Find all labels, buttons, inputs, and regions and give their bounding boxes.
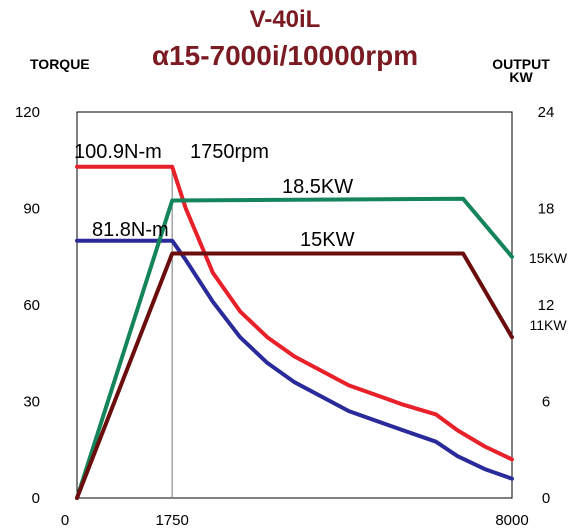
annotation-label: 15KW [300, 229, 355, 251]
y-tick-right: 12 [538, 297, 555, 314]
x-tick-label: 8000 [495, 512, 528, 529]
y-tick-right: 0 [542, 490, 550, 507]
series-line-red [75, 164, 514, 462]
y-tick-left: 0 [32, 490, 40, 507]
y-axis-right-label: OUTPUT KW [490, 56, 552, 85]
annotation-label: 1750rpm [190, 141, 269, 163]
y-tick-left: 60 [23, 297, 40, 314]
series-line-blue [75, 238, 514, 481]
y-tick-right: 18 [538, 201, 555, 218]
y-tick-left: 30 [23, 394, 40, 411]
plot-frame [76, 111, 513, 499]
y-axis-right-label-line1: OUTPUT [492, 56, 550, 72]
series-line-green [75, 196, 514, 500]
chart-title: V-40iL [249, 6, 321, 33]
chart-subtitle: α15-7000i/10000rpm [151, 40, 419, 71]
y-axis-right-label-line2: KW [509, 69, 533, 85]
x-tick-label: 0 [61, 512, 69, 529]
y-tick-left: 90 [23, 201, 40, 218]
series-line-darkred [75, 251, 514, 500]
right-power-label: 15KW [529, 250, 568, 266]
annotation-label: 81.8N-m [92, 219, 169, 241]
y-tick-right: 24 [538, 104, 555, 121]
annotation-label: 100.9N-m [74, 141, 162, 163]
y-axis-left-label: TORQUE [30, 56, 90, 72]
y-tick-right: 6 [542, 394, 550, 411]
right-power-label: 11KW [529, 317, 567, 333]
annotation-label: 18.5KW [282, 176, 353, 198]
x-tick-label: 1750 [155, 512, 188, 529]
y-tick-left: 120 [15, 104, 40, 121]
